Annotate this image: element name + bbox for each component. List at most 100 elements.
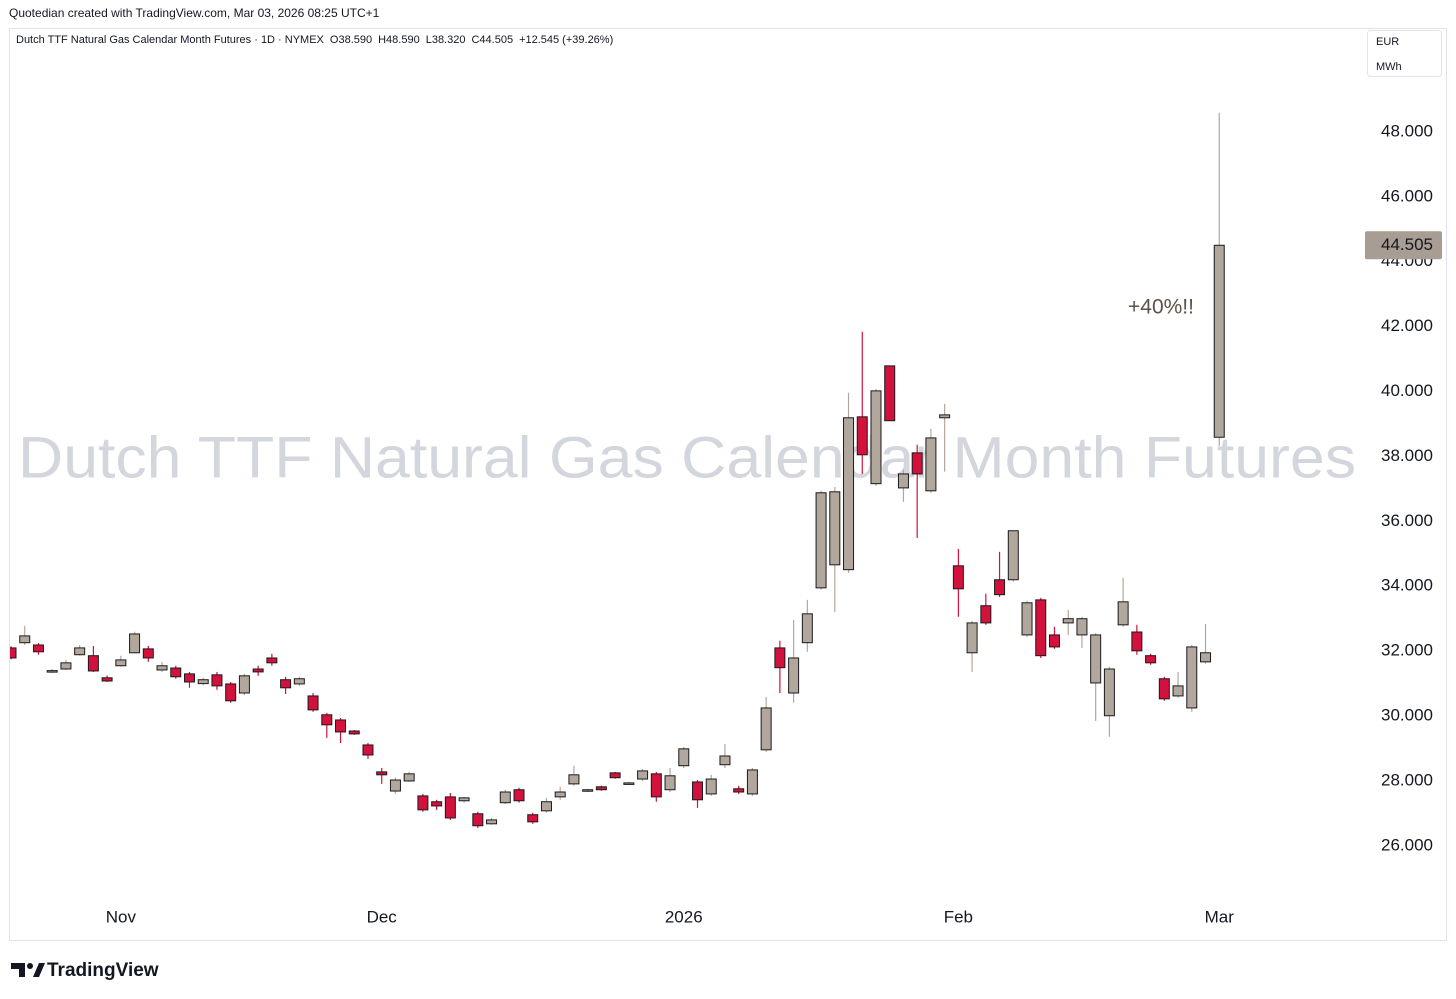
unit-energy: MWh [1376,61,1402,73]
candle-body [623,782,635,785]
y-tick-label: 26.000 [1381,835,1433,854]
candle-body [431,801,443,807]
brand-name: TradingView [47,960,159,981]
brand-logo: TradingView [11,960,159,981]
candle-body [1213,244,1225,438]
y-tick-label: 36.000 [1381,511,1433,530]
candle-body [458,797,470,802]
candle-body [170,667,182,678]
candle-body [472,813,484,827]
chart-frame [9,28,1447,941]
candle-body [156,665,168,671]
candle-body [1103,668,1115,717]
candle-body [829,491,841,566]
candle-body [1172,685,1184,697]
units-box [1367,30,1442,77]
candle-body [225,683,237,702]
candle-body [788,657,800,694]
candle-body [60,662,72,670]
ohlc-close: C44.505 [471,34,513,46]
candle-body [197,679,209,685]
candle-body [348,730,360,735]
y-tick-label: 42.000 [1381,316,1433,335]
price-axis: 26.000 28.000 30.000 32.000 34.000 36.000 38.0… [1362,121,1442,854]
candle-body [527,814,539,823]
candle-body [376,771,388,776]
candle-body [417,795,429,811]
candle-body [252,668,264,673]
candle-body [444,796,456,819]
candle-body [994,579,1006,596]
candle-body [980,605,992,624]
candle-body [19,635,31,644]
x-tick-label: Feb [944,907,973,926]
logo-dot [27,963,33,969]
ohlc-high: H48.590 [378,34,420,46]
y-tick-label: 38.000 [1381,446,1433,465]
candle-body [211,674,223,687]
y-tick-label: 48.000 [1381,121,1433,140]
candle-body [1186,646,1198,709]
candle-body [966,622,978,654]
candle-body [1145,655,1157,664]
candle-body [1117,601,1129,626]
candle-body [540,801,552,812]
candle-body [719,755,731,766]
candle-body [486,819,498,825]
candle-body [1048,634,1060,648]
candle-body [266,657,278,664]
candle-body [307,695,319,711]
candle-body [46,670,58,673]
symbol: Dutch TTF Natural Gas Calendar Month Fut… [16,34,325,46]
candle-body [74,647,86,656]
candle-body [238,675,250,694]
candle-body [513,789,525,802]
candle-body [801,613,813,644]
candle-body [293,678,305,685]
candle-body [760,707,772,751]
candle-body [101,677,113,682]
candle-body [362,744,374,756]
candle-body [595,786,607,791]
x-tick-label: Dec [367,907,398,926]
candle-body [582,789,594,792]
candle-body [911,452,923,475]
candle-body [746,769,758,795]
candle-body [32,644,44,653]
unit-currency: EUR [1376,36,1399,48]
candle-body [1158,678,1170,700]
candle-body [499,791,511,804]
x-tick-label: 2026 [665,907,703,926]
candle-body [678,748,690,767]
candle-body [733,788,745,793]
candle-body [115,659,127,667]
legend-line: Dutch TTF Natural Gas Calendar Month Fut… [16,34,613,46]
candle-body [142,648,154,659]
candle-body [609,772,621,779]
ohlc-low: L38.320 [426,34,466,46]
candle-body [774,647,786,669]
watermark: Dutch TTF Natural Gas Calendar Month Fut… [18,425,1356,490]
candle-body [321,714,333,726]
candle-body [897,473,909,489]
ohlc-open: O38.590 [330,34,372,46]
y-tick-label: 32.000 [1381,641,1433,660]
candle-body [568,774,580,785]
candle-body [650,773,662,798]
candle-body [1200,652,1212,663]
candle-body [1007,530,1019,581]
candle-body [10,647,17,659]
logo-mark [11,963,25,977]
candle-body [952,565,964,590]
x-tick-label: Nov [106,907,137,926]
change: +12.545 (+39.26%) [519,34,613,46]
candle-body [1131,631,1143,652]
candle-body [183,673,195,683]
last-price-label: 44.505 [1381,235,1433,254]
candle-body [815,492,827,589]
candle-body [403,773,415,782]
candle-body [884,365,896,422]
candle-body [870,390,882,485]
